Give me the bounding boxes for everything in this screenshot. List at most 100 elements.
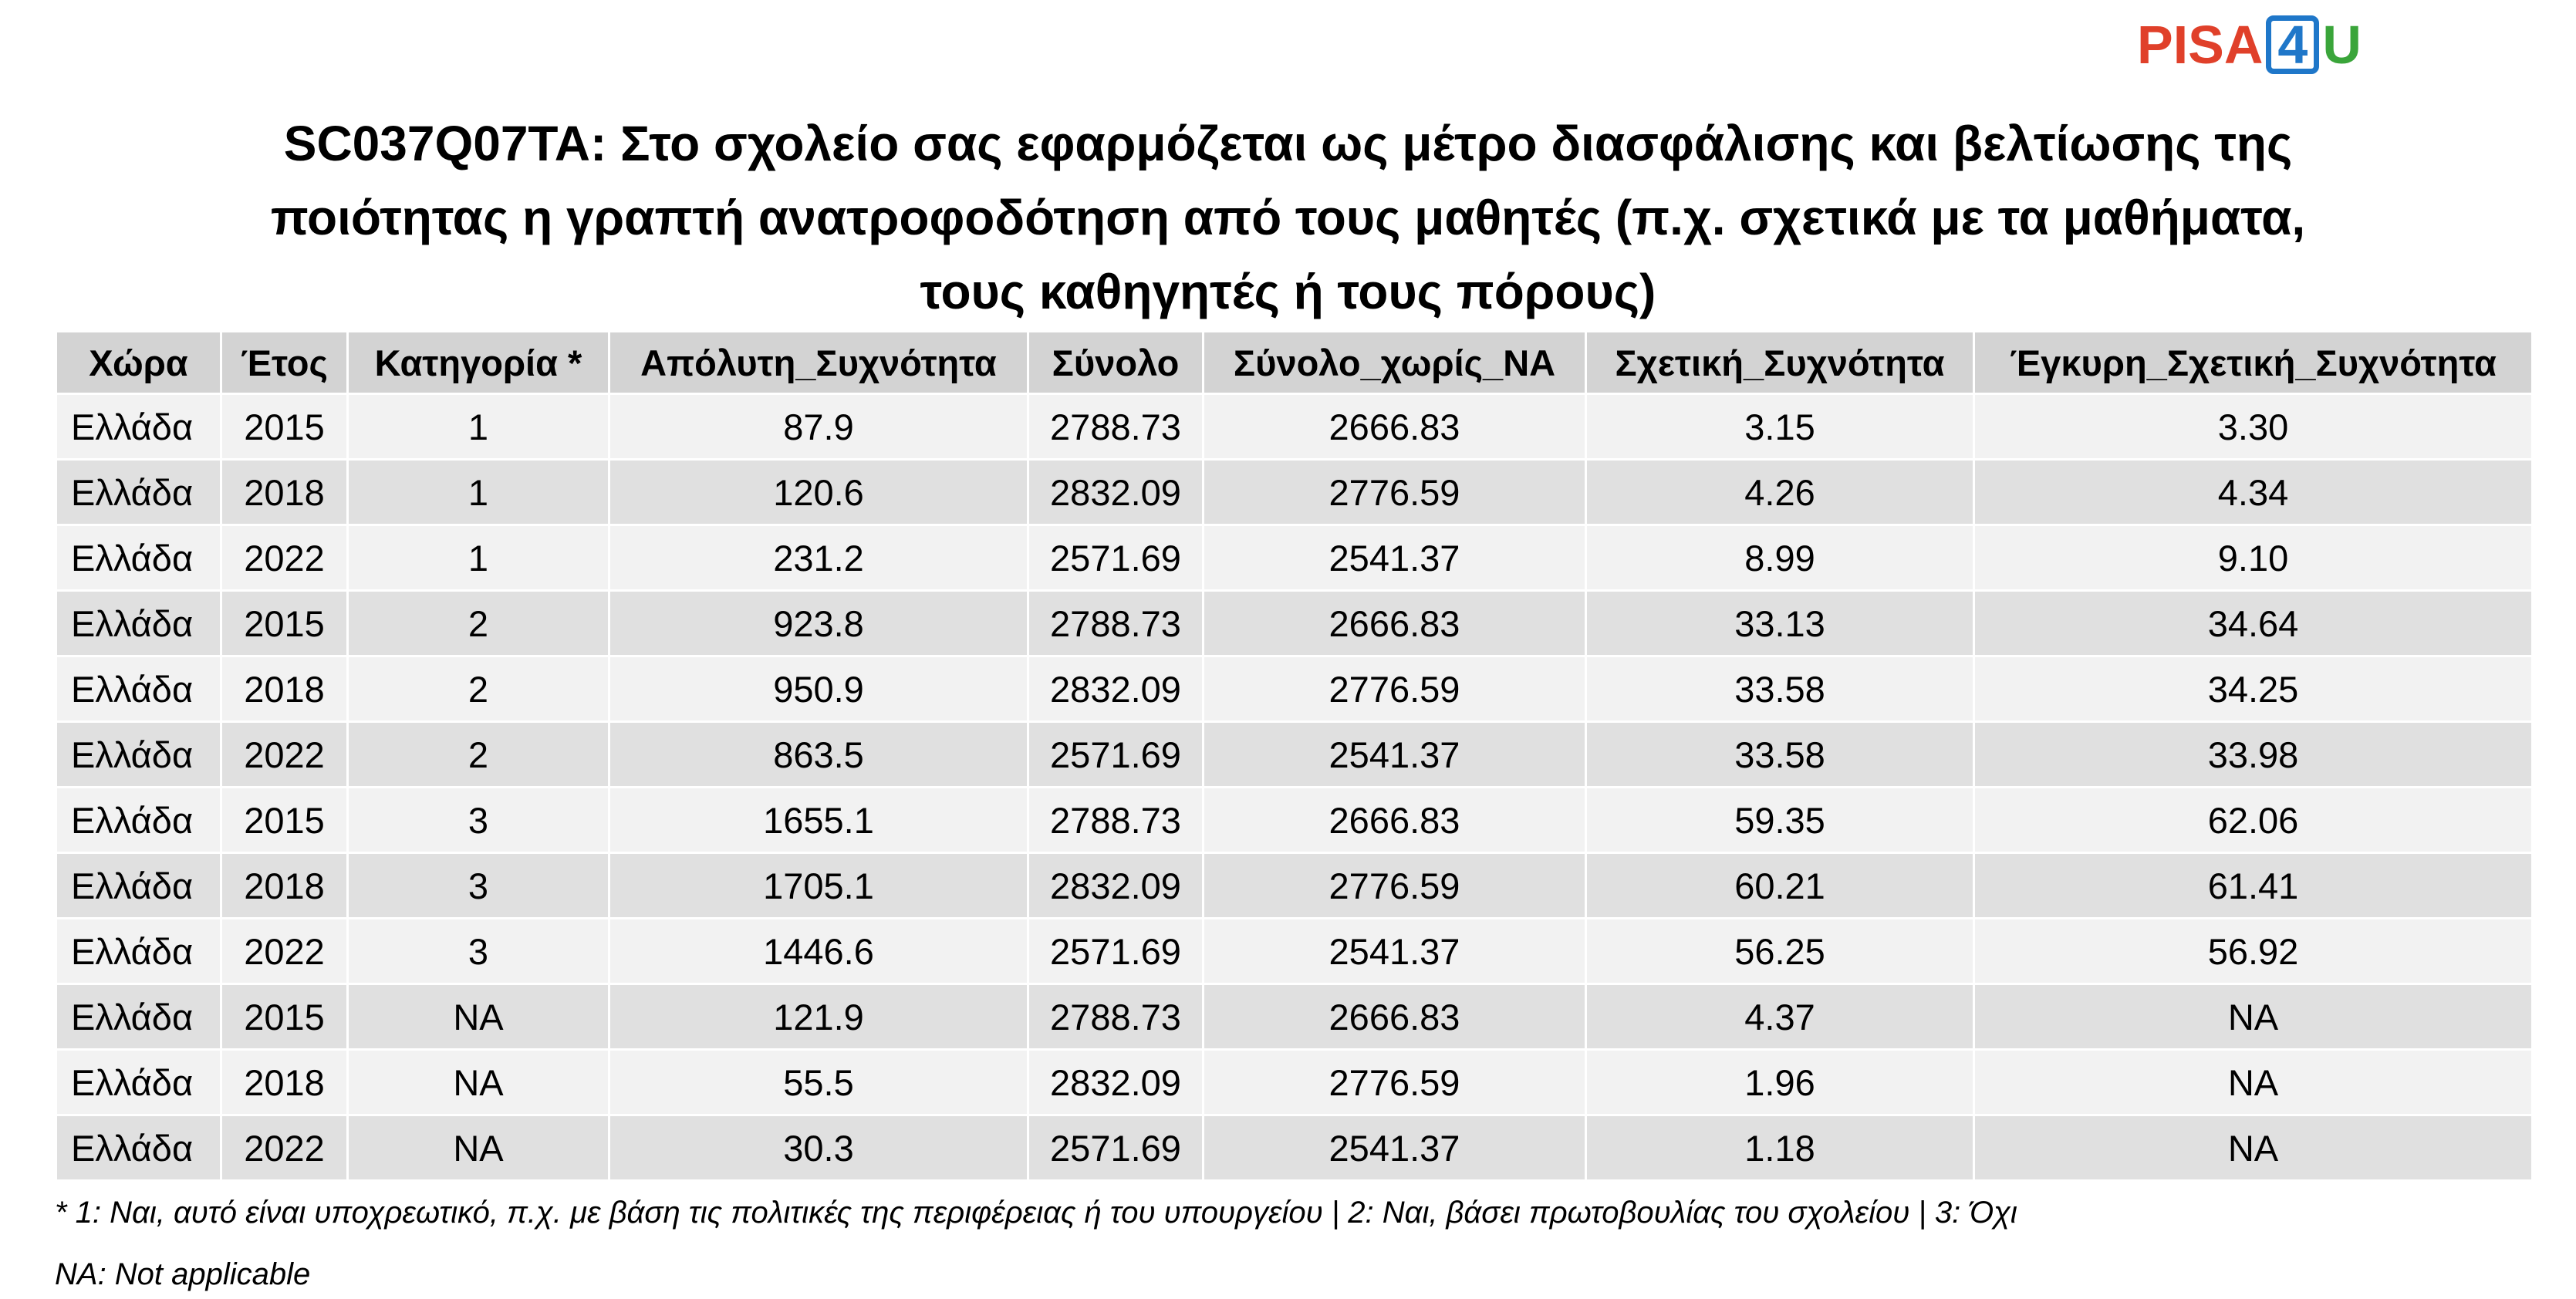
table-cell: 2 [346,655,610,723]
table-cell: 56.92 [1973,917,2534,985]
header-cell: Σύνολο_χωρίς_NA [1202,330,1587,395]
title: SC037Q07TA: Στο σχολείο σας εφαρμόζεται … [0,106,2576,329]
table-cell: 33.58 [1585,655,1975,723]
header-cell: Σχετική_Συχνότητα [1585,330,1975,395]
table-cell: NA [1973,1114,2534,1182]
title-line: ποιότητας η γραπτή ανατροφοδότηση από το… [270,190,2306,245]
table-cell: 2776.59 [1202,1048,1587,1116]
table-cell: 4.37 [1585,983,1975,1051]
table-cell: 120.6 [608,458,1029,526]
table-cell: 923.8 [608,589,1029,657]
table-row: Ελλάδα 2022 1 231.2 2571.69 2541.37 8.99 9.10 [55,524,2534,592]
table-cell: NA [346,1048,610,1116]
table-cell: 2022 [220,720,349,788]
table-row: Ελλάδα 2018 3 1705.1 2832.09 2776.59 60.21 61.4… [55,852,2534,919]
table-row: Ελλάδα 2022 2 863.5 2571.69 2541.37 33.58 33.98 [55,720,2534,788]
table-body: Ελλάδα 2015 1 87.9 2788.73 2666.83 3.15 3.30 Ελλ… [55,393,2534,1182]
logo-text: U [2322,15,2362,75]
table-cell: 2571.69 [1027,1114,1204,1182]
table-cell: Ελλάδα [55,458,222,526]
header-cell: Έγκυρη_Σχετική_Συχνότητα [1973,330,2534,395]
table-cell: Ελλάδα [55,852,222,919]
table-cell: 2015 [220,589,349,657]
table-cell: 2541.37 [1202,524,1587,592]
table-cell: 1 [346,393,610,461]
header-cell: Σύνολο [1027,330,1204,395]
table-row: Ελλάδα 2015 NA 121.9 2788.73 2666.83 4.37 NA [55,983,2534,1051]
table-cell: 2666.83 [1202,786,1587,854]
table-cell: Ελλάδα [55,1114,222,1182]
table-cell: Ελλάδα [55,524,222,592]
table-cell: 56.25 [1585,917,1975,985]
table-cell: 2788.73 [1027,589,1204,657]
table-cell: 8.99 [1585,524,1975,592]
table-cell: 2541.37 [1202,1114,1587,1182]
table-cell: 2666.83 [1202,589,1587,657]
logo-text: 4 [2266,15,2320,74]
table-cell: 2 [346,720,610,788]
table-cell: 2018 [220,1048,349,1116]
table-row: Ελλάδα 2018 2 950.9 2832.09 2776.59 33.58 34.25 [55,655,2534,723]
table-cell: 2832.09 [1027,1048,1204,1116]
title-line: τους καθηγητές ή τους πόρους) [920,264,1656,319]
table-cell: 33.58 [1585,720,1975,788]
title-line: SC037Q07TA: Στο σχολείο σας εφαρμόζεται … [283,116,2293,171]
table-row: Ελλάδα 2015 2 923.8 2788.73 2666.83 33.13 34.64 [55,589,2534,657]
table-cell: 2776.59 [1202,458,1587,526]
table-cell: 1446.6 [608,917,1029,985]
header-cell: Κατηγορία * [346,330,610,395]
table-cell: 30.3 [608,1114,1029,1182]
footnote: * 1: Ναι, αυτό είναι υποχρεωτικό, π.χ. μ… [55,1196,2017,1230]
table-cell: Ελλάδα [55,393,222,461]
table-cell: 3 [346,786,610,854]
table-cell: 9.10 [1973,524,2534,592]
table-row: Ελλάδα 2018 NA 55.5 2832.09 2776.59 1.96 NA [55,1048,2534,1116]
table-cell: 2788.73 [1027,786,1204,854]
table-cell: 87.9 [608,393,1029,461]
table-cell: 2015 [220,983,349,1051]
table-cell: NA [346,1114,610,1182]
table-cell: 33.13 [1585,589,1975,657]
header-cell: Χώρα [55,330,222,395]
table-cell: 2015 [220,786,349,854]
table-cell: 2541.37 [1202,917,1587,985]
table-cell: 33.98 [1973,720,2534,788]
table-cell: 2571.69 [1027,524,1204,592]
table-cell: 3.15 [1585,393,1975,461]
table-cell: NA [346,983,610,1051]
table-cell: 34.25 [1973,655,2534,723]
table-row: Ελλάδα 2018 1 120.6 2832.09 2776.59 4.26 4.34 [55,458,2534,526]
table-cell: 4.26 [1585,458,1975,526]
table-cell: 950.9 [608,655,1029,723]
table-cell: 3 [346,917,610,985]
table-cell: Ελλάδα [55,589,222,657]
table-cell: 2666.83 [1202,983,1587,1051]
table-cell: 1 [346,524,610,592]
table-cell: 1.96 [1585,1048,1975,1116]
table-cell: 3 [346,852,610,919]
header-cell: Απόλυτη_Συχνότητα [608,330,1029,395]
table-cell: NA [1973,983,2534,1051]
table-cell: 1655.1 [608,786,1029,854]
table-cell: 2541.37 [1202,720,1587,788]
table-cell: 60.21 [1585,852,1975,919]
table-cell: Ελλάδα [55,786,222,854]
table-cell: Ελλάδα [55,1048,222,1116]
table-cell: NA [1973,1048,2534,1116]
table-cell: 2832.09 [1027,852,1204,919]
table-cell: 2832.09 [1027,458,1204,526]
table-cell: 2018 [220,458,349,526]
footnote: NA: Not applicable [55,1257,311,1291]
table-cell: 2018 [220,852,349,919]
table-cell: 1705.1 [608,852,1029,919]
table-cell: 863.5 [608,720,1029,788]
logo-text: PISA [2137,15,2264,75]
logo: PISA 4 U [2137,14,2362,76]
table-cell: 2788.73 [1027,393,1204,461]
table-row: Ελλάδα 2022 3 1446.6 2571.69 2541.37 56.25 56.9… [55,917,2534,985]
table-cell: 61.41 [1973,852,2534,919]
table-cell: 2571.69 [1027,917,1204,985]
table-cell: 2832.09 [1027,655,1204,723]
header-row: Χώρα Έτος Κατηγορία * Απόλυτη_Συχνότητα Σύνο… [55,330,2534,395]
table-cell: 2571.69 [1027,720,1204,788]
